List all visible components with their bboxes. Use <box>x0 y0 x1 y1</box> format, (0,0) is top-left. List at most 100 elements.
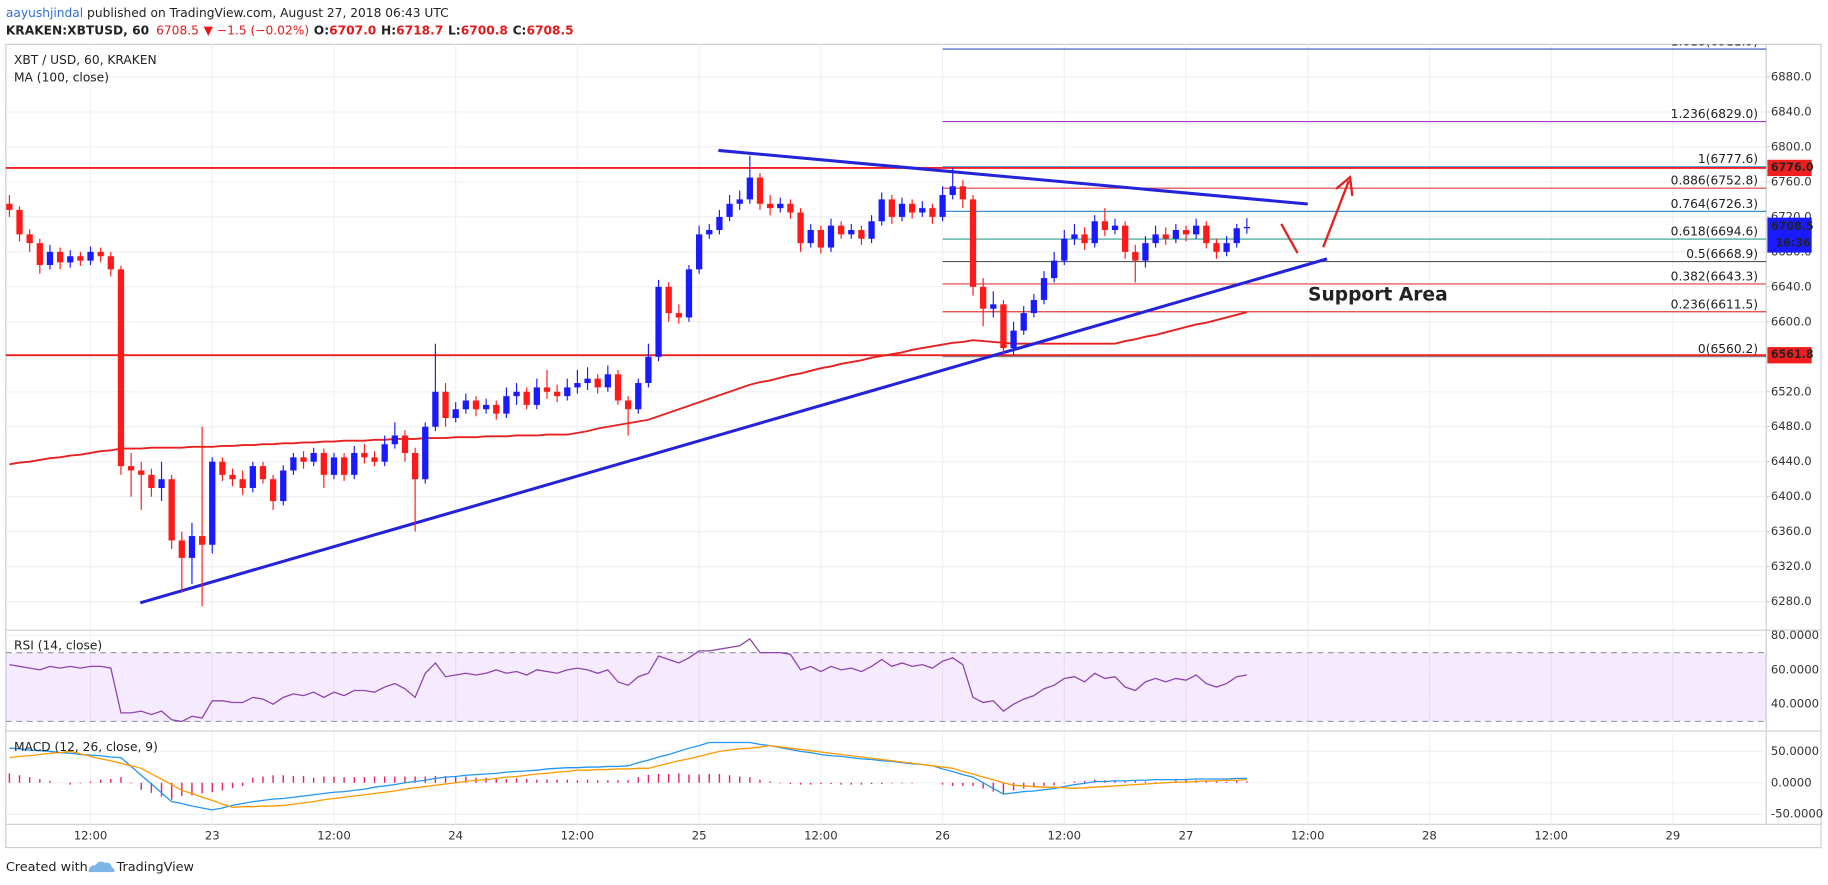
candle-body <box>929 208 936 217</box>
y-tick-label: 40.0000 <box>1771 697 1819 711</box>
candle-body <box>1061 238 1068 261</box>
candle-body <box>543 387 551 392</box>
y-tick-label: 6880.0 <box>1771 69 1812 83</box>
candle-body <box>452 409 459 419</box>
candle-body <box>97 251 104 257</box>
fib-label: 0(6560.2) <box>1698 342 1758 356</box>
candle-body <box>564 387 571 397</box>
arrows <box>1280 175 1354 254</box>
fib-label: 0.382(6643.3) <box>1671 269 1758 283</box>
y-tick-label: 6480.0 <box>1771 419 1812 433</box>
candle-body <box>756 177 764 204</box>
footer-brand[interactable]: TradingView <box>116 860 194 875</box>
indicator-line <box>9 745 1247 808</box>
ohlc-label: C: <box>513 23 527 37</box>
candle-body <box>594 378 601 388</box>
y-tick-label: -50.0000 <box>1771 807 1823 821</box>
candle-body <box>422 426 429 480</box>
candle-body <box>1223 243 1230 252</box>
candle-body <box>107 256 114 270</box>
arrow-up <box>1322 180 1350 248</box>
ohlc-value: 6718.7 <box>396 23 443 37</box>
chart-frame <box>5 43 1822 849</box>
candle-body <box>198 536 206 545</box>
fib-label: 0.886(6752.8) <box>1671 174 1758 188</box>
fib-label: 0.618(6694.6) <box>1671 225 1758 239</box>
level-tag <box>1767 159 1812 177</box>
x-tick-label: 25 <box>692 828 707 842</box>
candle-body <box>523 391 530 405</box>
change: ▼ −1.5 (−0.02%) <box>204 23 310 37</box>
candle-body <box>1030 299 1038 314</box>
candle-body <box>1101 221 1109 231</box>
candle-body <box>209 461 216 545</box>
macd-pane <box>5 741 1767 815</box>
chart-title: XBT / USD, 60, KRAKEN <box>14 53 157 67</box>
candle-body <box>1081 234 1088 244</box>
last-price: 6708.5 <box>156 23 199 37</box>
candle-body <box>787 203 794 213</box>
candle-body <box>310 452 317 462</box>
candle-body <box>148 474 155 488</box>
y-tick-label: 6440.0 <box>1771 454 1812 468</box>
level-tag <box>1767 347 1812 364</box>
candle-body <box>259 466 267 480</box>
candle-body <box>645 356 652 384</box>
candle-body <box>959 186 967 200</box>
indicator-title: MACD (12, 26, close, 9) <box>14 740 158 754</box>
indicator-line <box>9 741 1247 811</box>
band-fill <box>5 652 1767 722</box>
candle-body <box>797 212 804 244</box>
candle-body <box>87 251 94 261</box>
logo-cloud <box>88 861 115 873</box>
candle-body <box>1213 243 1220 252</box>
arrow-head <box>1335 175 1354 197</box>
candle-body <box>675 313 682 318</box>
level-tag-label: 6561.8 <box>1771 348 1814 361</box>
candle-body <box>411 452 419 480</box>
candle-body <box>969 199 977 287</box>
candle-body <box>1051 260 1058 279</box>
candle-body <box>229 474 236 480</box>
candle-body <box>1203 225 1210 244</box>
y-tick-label: 60.0000 <box>1771 662 1819 676</box>
candle-body <box>807 230 814 244</box>
candle-body <box>827 225 835 248</box>
fib-label: 0.5(6668.9) <box>1686 247 1758 261</box>
x-tick-label: 12:00 <box>317 828 351 842</box>
candle-body <box>979 286 987 309</box>
candle-body <box>706 230 713 235</box>
candle-body <box>1193 225 1200 235</box>
candle-body <box>513 391 520 397</box>
x-tick-label: 12:00 <box>1291 828 1325 842</box>
candle-body <box>553 391 561 397</box>
candle-body <box>736 199 743 204</box>
author[interactable]: aayushjindal <box>6 5 83 19</box>
x-tick-label: 26 <box>935 828 950 842</box>
candle-body <box>269 479 277 502</box>
candle-body <box>432 391 439 427</box>
candle-body <box>1010 330 1017 349</box>
y-tick-label: 6640.0 <box>1771 279 1812 293</box>
candle-body <box>990 304 997 309</box>
x-tick-label: 12:00 <box>74 828 108 842</box>
annotation: Support Area <box>1308 285 1448 306</box>
candle-body <box>574 383 581 388</box>
x-tick-label: 29 <box>1665 828 1680 842</box>
candle-body <box>462 400 469 410</box>
fib-label: 1(6777.6) <box>1698 152 1758 166</box>
candle-body <box>777 203 784 209</box>
y-tick-label: 50.0000 <box>1771 744 1819 758</box>
candle-body <box>766 203 774 209</box>
logo <box>88 861 115 873</box>
candle-body <box>46 251 54 265</box>
candle-body <box>858 230 865 239</box>
candle-body <box>695 234 703 270</box>
last-price-label: 6708.5 <box>1771 220 1814 233</box>
candle-body <box>533 387 540 405</box>
x-tick-label: 12:00 <box>1534 828 1568 842</box>
candle-body <box>1132 251 1139 261</box>
candle-body <box>1040 278 1048 300</box>
candle-body <box>1111 225 1119 231</box>
